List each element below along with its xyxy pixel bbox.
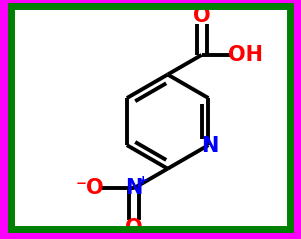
Text: N: N	[125, 178, 142, 198]
Text: OH: OH	[228, 45, 263, 65]
Text: O: O	[193, 6, 210, 26]
Text: ⁻O: ⁻O	[75, 178, 104, 198]
Text: N: N	[201, 136, 218, 156]
Text: +: +	[137, 174, 148, 187]
Text: O: O	[125, 217, 142, 238]
